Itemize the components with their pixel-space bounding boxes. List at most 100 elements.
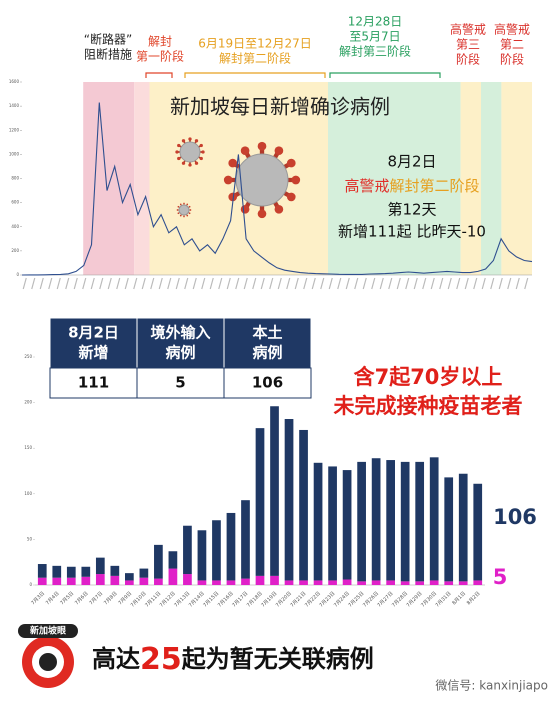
x-tick-decoration bbox=[379, 277, 384, 290]
x-tick-decoration bbox=[354, 277, 359, 290]
virus-spike-head bbox=[186, 203, 189, 206]
x-tick-decoration bbox=[345, 277, 350, 290]
virus-spike-head bbox=[228, 158, 238, 168]
virus-spike-head bbox=[189, 209, 192, 211]
x-tick-decoration bbox=[294, 277, 299, 290]
virus-spike-head bbox=[177, 212, 180, 215]
x-tick-decoration bbox=[22, 277, 27, 290]
x-tick-decoration bbox=[73, 277, 78, 290]
bar-segment bbox=[328, 580, 337, 585]
virus-spike-head bbox=[183, 215, 185, 218]
x-tick-decoration bbox=[515, 277, 520, 290]
bar-segment bbox=[458, 581, 468, 585]
virus-spike-head bbox=[186, 214, 189, 217]
virus-spike-head bbox=[257, 209, 267, 219]
bar-segment bbox=[284, 580, 294, 585]
y-tick-label: 150 bbox=[24, 445, 32, 450]
table-header-cell bbox=[136, 317, 225, 369]
bar-segment bbox=[66, 566, 76, 578]
virus-spike-head bbox=[257, 141, 267, 151]
bar-segment bbox=[168, 551, 178, 569]
bar-segment bbox=[139, 577, 149, 585]
virus-spike-head bbox=[194, 161, 199, 165]
bar-segment bbox=[241, 578, 250, 585]
table-header-text: 病例 bbox=[252, 344, 282, 362]
bar-segment bbox=[313, 580, 323, 585]
bar-segment bbox=[255, 428, 265, 576]
table-header-cell bbox=[223, 317, 312, 369]
phase-label: 阻断措施 bbox=[84, 47, 132, 62]
x-tick-decoration bbox=[90, 277, 95, 290]
table-cell-text: 111 bbox=[78, 374, 109, 392]
x-tick-decoration bbox=[473, 277, 478, 290]
alert-word: 高警戒 bbox=[344, 177, 389, 195]
virus-spike-head bbox=[223, 175, 233, 185]
logo-text: 新加坡眼 bbox=[30, 625, 66, 637]
table-cell bbox=[136, 367, 225, 399]
x-tick-decoration bbox=[507, 277, 512, 290]
table-header-text: 本土 bbox=[252, 324, 282, 342]
phase-label: 阶段 bbox=[456, 52, 480, 67]
x-tick-decoration bbox=[405, 277, 410, 290]
y-tick-label: 400 bbox=[11, 224, 19, 229]
virus-spike-head bbox=[199, 143, 203, 148]
annotation-change: 新增111起 比昨天-10 bbox=[338, 223, 486, 241]
phase-band bbox=[134, 82, 150, 275]
bar-segment bbox=[52, 565, 62, 578]
y-tick-label: 250 bbox=[24, 354, 32, 359]
bar-segment bbox=[444, 477, 454, 582]
x-tick-decoration bbox=[116, 277, 121, 290]
note-text: 含7起70岁以上 bbox=[354, 365, 503, 389]
bar-segment bbox=[270, 406, 279, 576]
x-tick-decoration bbox=[192, 277, 197, 290]
phase-label: 6月19日至12月27日 bbox=[198, 37, 311, 51]
virus-body bbox=[179, 141, 201, 163]
line-series bbox=[21, 102, 533, 276]
stage-word: 解封第二阶段 bbox=[390, 177, 480, 195]
x-tick-decoration bbox=[124, 277, 129, 290]
virus-body bbox=[235, 153, 289, 207]
bar-segment bbox=[197, 530, 207, 581]
y-tick-label: 200 bbox=[11, 248, 19, 253]
phase-label: 第三 bbox=[456, 38, 480, 52]
x-tick-decoration bbox=[430, 277, 435, 290]
y-tick-label: 1200 bbox=[9, 127, 20, 132]
annotation-date: 8月2日 bbox=[387, 153, 436, 171]
bar-segment bbox=[473, 483, 483, 581]
bar-segment bbox=[37, 564, 47, 578]
phase-label: 解封第二阶段 bbox=[219, 51, 291, 66]
x-tick-decoration bbox=[311, 277, 316, 290]
phase-label: 解封第三阶段 bbox=[339, 44, 411, 59]
bar-segment bbox=[81, 566, 91, 577]
bar-segment bbox=[342, 579, 352, 585]
x-tick-decoration bbox=[286, 277, 291, 290]
x-tick-decoration bbox=[524, 277, 529, 290]
x-tick-decoration bbox=[175, 277, 180, 290]
table-cell bbox=[223, 367, 312, 399]
x-tick-decoration bbox=[303, 277, 308, 290]
bar-segment bbox=[183, 525, 192, 575]
bar-segment bbox=[400, 581, 410, 585]
bar-segment bbox=[415, 461, 425, 582]
bar-segment bbox=[154, 544, 163, 579]
virus-spike-head bbox=[194, 139, 199, 143]
bar-segment bbox=[270, 575, 279, 585]
phase-label: 12月28日 bbox=[348, 15, 403, 29]
x-tick-decoration bbox=[481, 277, 486, 290]
bar-segment bbox=[357, 461, 366, 582]
virus-spike-head bbox=[181, 139, 186, 143]
bar-segment bbox=[313, 462, 323, 581]
x-tick-decoration bbox=[184, 277, 189, 290]
x-tick-decoration bbox=[141, 277, 146, 290]
virus-spike-head bbox=[240, 204, 250, 214]
bar-segment bbox=[342, 470, 352, 580]
bar-segment bbox=[386, 460, 395, 581]
bar-segment bbox=[197, 580, 207, 585]
logo-badge bbox=[18, 624, 78, 638]
virus-spike-head bbox=[179, 214, 182, 217]
x-tick-decoration bbox=[99, 277, 104, 290]
x-tick-decoration bbox=[490, 277, 495, 290]
bar-segment bbox=[284, 419, 294, 581]
table-cell bbox=[49, 367, 138, 399]
